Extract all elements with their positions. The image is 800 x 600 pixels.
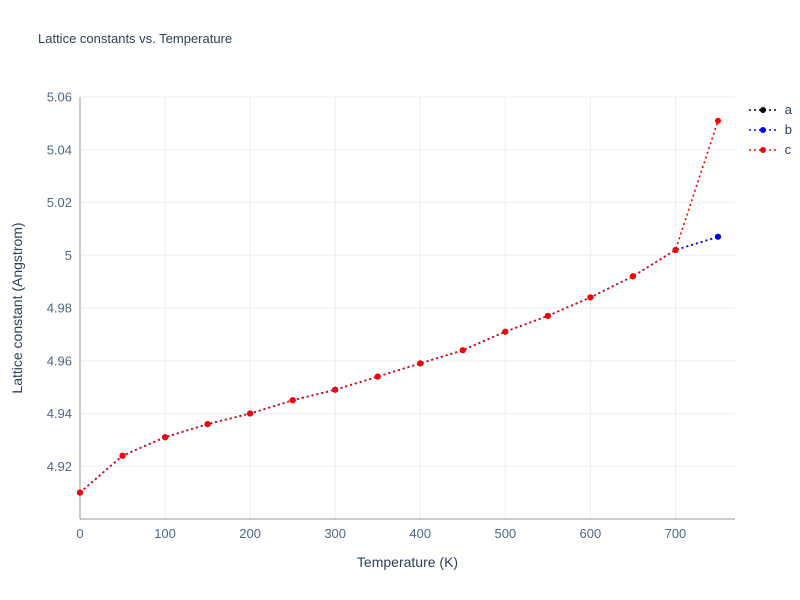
y-tick-label: 4.96	[47, 353, 72, 368]
x-tick-label: 300	[324, 526, 346, 541]
x-tick-label: 200	[239, 526, 261, 541]
series-point-c	[332, 386, 339, 393]
x-tick-label: 0	[76, 526, 83, 541]
series-point-c	[417, 360, 424, 367]
x-tick-label: 700	[665, 526, 687, 541]
series-line-c	[79, 120, 719, 494]
legend-item-a[interactable]: a	[747, 101, 792, 118]
series-point-c	[629, 273, 636, 280]
y-tick-label: 4.98	[47, 301, 72, 316]
legend-item-c[interactable]: c	[747, 141, 792, 158]
series-point-c	[502, 328, 509, 335]
series-point-c	[77, 489, 83, 496]
series-line-a	[79, 236, 719, 494]
series-point-c	[587, 294, 594, 301]
series-point-c	[672, 247, 679, 253]
series-point-c	[289, 397, 296, 404]
legend-line-icon-b	[748, 126, 777, 133]
y-tick-label: 4.94	[47, 406, 72, 421]
legend-line-icon-c	[748, 146, 777, 153]
x-tick-label: 500	[494, 526, 516, 541]
legend-label-b: b	[784, 122, 792, 137]
y-tick-label: 5	[65, 248, 72, 263]
y-tick-label: 5.04	[47, 142, 72, 157]
x-tick-label: 600	[580, 526, 602, 541]
series-point-c	[544, 312, 551, 319]
legend-item-b[interactable]: b	[747, 121, 792, 138]
series-line-b	[79, 236, 719, 494]
series-point-c	[374, 373, 381, 380]
series-point-c	[715, 117, 721, 124]
series-point-c	[162, 434, 169, 441]
series-point-c	[204, 421, 211, 428]
x-tick-label: 400	[409, 526, 431, 541]
x-axis-title: Temperature (K)	[356, 554, 459, 570]
chart-title: Lattice constants vs. Temperature	[38, 31, 233, 46]
series-point-c	[247, 410, 254, 417]
legend-label-c: c	[784, 142, 792, 157]
y-tick-label: 5.06	[47, 90, 72, 105]
series-point-c	[459, 347, 466, 354]
y-axis-title: Lattice constant (Angstrom)	[9, 222, 25, 394]
y-tick-label: 4.92	[47, 459, 72, 474]
series-point-c	[119, 452, 126, 459]
y-tick-label: 5.02	[47, 195, 72, 210]
legend-line-icon-a	[748, 106, 777, 113]
x-tick-label: 100	[154, 526, 176, 541]
series-point-b	[715, 233, 721, 240]
legend-label-a: a	[784, 102, 792, 117]
